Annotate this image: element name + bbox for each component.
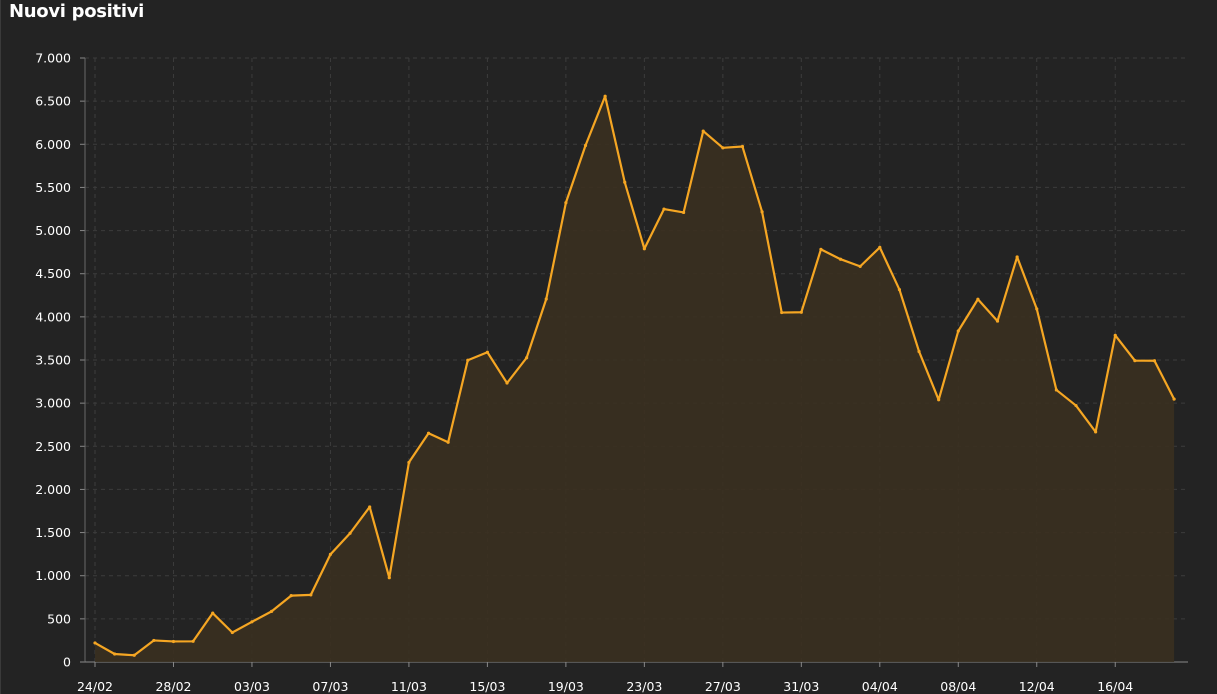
data-point	[1133, 359, 1137, 363]
data-point	[1172, 397, 1176, 401]
data-point	[701, 129, 705, 133]
y-tick-label: 1.500	[35, 525, 71, 540]
y-tick-label: 4.500	[35, 266, 71, 281]
data-point	[544, 297, 548, 301]
data-point	[897, 287, 902, 292]
data-point	[838, 257, 843, 261]
y-tick-label: 2.000	[35, 482, 71, 497]
data-point	[740, 144, 745, 149]
data-point	[348, 531, 352, 535]
data-point	[93, 641, 97, 645]
y-tick-label: 3.000	[35, 396, 71, 411]
x-tick-label: 07/03	[312, 679, 348, 694]
chart-title: Nuovi positivi	[9, 1, 145, 22]
y-tick-label: 500	[47, 611, 71, 626]
data-point	[819, 247, 823, 251]
data-point	[269, 609, 274, 613]
data-point	[799, 310, 803, 314]
data-point	[368, 505, 372, 509]
data-point	[309, 593, 313, 597]
x-tick-label: 15/03	[469, 679, 505, 694]
data-point	[1152, 359, 1157, 363]
x-tick-label: 04/04	[862, 679, 898, 694]
y-tick-label: 5.500	[35, 180, 71, 195]
y-tick-label: 4.000	[35, 309, 71, 324]
data-point	[152, 638, 156, 643]
data-point	[426, 431, 431, 435]
data-point	[171, 639, 176, 644]
data-point	[387, 576, 391, 580]
data-point	[878, 245, 882, 249]
y-tick-label: 1.000	[35, 568, 71, 583]
data-point	[328, 552, 333, 557]
data-point	[1074, 403, 1078, 408]
data-point	[250, 620, 254, 624]
data-point	[642, 247, 646, 251]
data-point	[937, 398, 941, 402]
x-tick-label: 11/03	[391, 679, 427, 694]
data-point	[956, 329, 960, 333]
data-point	[113, 652, 117, 656]
data-point	[583, 143, 588, 148]
data-point	[976, 297, 980, 301]
y-tick-label: 0	[63, 655, 71, 670]
x-tick-label: 24/02	[77, 679, 113, 694]
x-tick-label: 27/03	[705, 679, 741, 694]
x-tick-label: 08/04	[940, 679, 976, 694]
data-point	[603, 94, 607, 98]
data-point	[230, 630, 234, 635]
data-point	[564, 201, 568, 205]
x-tick-label: 23/03	[626, 679, 662, 694]
data-point	[662, 207, 666, 211]
series-line	[94, 95, 1176, 657]
x-tick-label: 16/04	[1097, 679, 1133, 694]
y-tick-label: 7.000	[35, 51, 71, 66]
data-point	[407, 460, 411, 465]
data-point	[485, 350, 489, 354]
data-point	[191, 639, 195, 643]
y-tick-label: 6.500	[35, 94, 71, 109]
x-tick-label: 31/03	[783, 679, 819, 694]
data-point	[858, 264, 862, 268]
x-tick-label: 28/02	[155, 679, 191, 694]
data-point	[211, 611, 215, 615]
y-tick-label: 6.000	[35, 137, 71, 152]
data-point	[760, 210, 764, 214]
data-point	[682, 210, 686, 215]
series-area	[95, 96, 1175, 663]
data-point	[995, 319, 1000, 323]
y-tick-label: 5.000	[35, 223, 71, 238]
x-tick-label: 12/04	[1019, 679, 1055, 694]
data-point	[1035, 307, 1039, 311]
data-point	[1094, 430, 1098, 434]
data-point	[466, 358, 470, 362]
data-point	[1015, 255, 1019, 259]
data-point	[289, 594, 293, 598]
data-point	[780, 310, 784, 315]
data-point	[132, 653, 136, 657]
x-tick-label: 19/03	[548, 679, 584, 694]
data-point	[1113, 333, 1117, 337]
data-point	[525, 356, 529, 360]
data-point	[505, 381, 509, 385]
data-point	[446, 440, 450, 444]
data-point	[623, 180, 627, 184]
y-tick-label: 3.500	[35, 353, 71, 368]
data-point	[917, 349, 921, 354]
data-point	[721, 146, 725, 150]
x-tick-label: 03/03	[234, 679, 270, 694]
y-tick-label: 2.500	[35, 439, 71, 454]
data-point	[1054, 388, 1058, 392]
